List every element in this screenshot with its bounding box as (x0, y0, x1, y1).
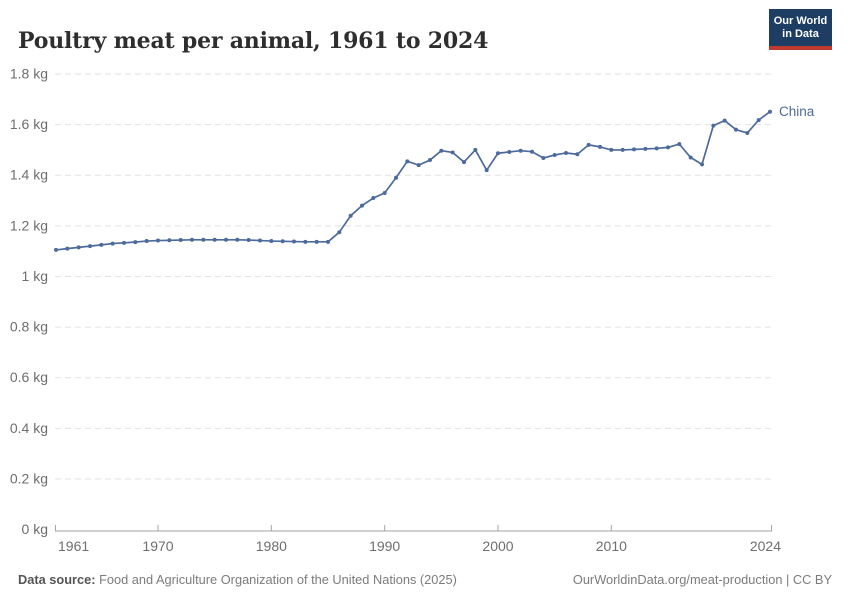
data-point-1993[interactable] (416, 163, 421, 168)
data-point-1976[interactable] (224, 237, 228, 242)
data-point-1970[interactable] (156, 238, 160, 243)
data-point-1975[interactable] (212, 237, 217, 242)
data-point-2006[interactable] (564, 150, 568, 155)
data-point-1981[interactable] (280, 239, 285, 244)
data-point-1977[interactable] (235, 237, 240, 242)
data-point-1961[interactable] (54, 247, 58, 252)
data-source-text: Food and Agriculture Organization of the… (95, 572, 457, 587)
data-point-2016[interactable] (677, 142, 682, 147)
footer: Data source: Food and Agriculture Organi… (18, 572, 832, 587)
owid-logo[interactable]: Our World in Data (769, 9, 832, 50)
data-point-2001[interactable] (507, 149, 512, 154)
data-point-1995[interactable] (439, 148, 444, 153)
x-axis-tick-label: 2000 (482, 538, 513, 554)
data-point-2024[interactable] (768, 109, 772, 114)
data-point-1988[interactable] (360, 203, 364, 208)
x-axis-tick-label: 2024 (750, 538, 781, 554)
data-point-1963[interactable] (76, 245, 81, 250)
data-point-1974[interactable] (201, 237, 206, 242)
y-axis-tick-label: 1.8 kg (10, 66, 48, 82)
y-axis-tick-label: 1.4 kg (10, 167, 48, 183)
data-point-2014[interactable] (654, 146, 659, 151)
data-point-2017[interactable] (688, 155, 693, 160)
owid-logo-line2: in Data (782, 28, 819, 40)
data-source-label: Data source: (18, 572, 96, 587)
data-point-1996[interactable] (450, 150, 455, 155)
data-point-2019[interactable] (711, 123, 716, 128)
data-point-1973[interactable] (190, 237, 194, 242)
x-axis-tick-label: 1980 (256, 538, 287, 554)
data-source-note: Data source: Food and Agriculture Organi… (18, 572, 457, 587)
data-point-2002[interactable] (518, 148, 523, 153)
data-point-1994[interactable] (428, 158, 432, 163)
owid-citation-link[interactable]: OurWorldinData.org/meat-production | CC … (572, 572, 832, 587)
data-point-1972[interactable] (178, 238, 183, 243)
data-point-2023[interactable] (756, 118, 761, 123)
data-point-2022[interactable] (745, 130, 750, 135)
y-axis-tick-label: 0.6 kg (10, 369, 48, 385)
data-point-1968[interactable] (133, 240, 138, 245)
data-point-2021[interactable] (734, 127, 738, 132)
owid-logo-line1: Our World (773, 15, 828, 27)
data-point-2009[interactable] (598, 144, 602, 149)
data-point-1971[interactable] (167, 238, 172, 243)
data-point-1962[interactable] (65, 246, 70, 251)
data-point-2004[interactable] (541, 156, 546, 161)
y-axis-tick-label: 1.2 kg (10, 217, 48, 233)
x-axis-tick-label: 1970 (142, 538, 173, 554)
data-point-1982[interactable] (292, 239, 296, 244)
y-axis-tick-label: 1 kg (22, 268, 48, 284)
data-point-2015[interactable] (666, 145, 670, 150)
data-point-1999[interactable] (484, 168, 489, 173)
data-point-2010[interactable] (609, 147, 614, 152)
y-axis-tick-label: 0 kg (22, 521, 48, 537)
page-title: Poultry meat per animal, 1961 to 2024 (18, 27, 489, 54)
data-point-1997[interactable] (462, 160, 466, 165)
data-point-1990[interactable] (382, 190, 387, 195)
data-point-2003[interactable] (530, 149, 534, 154)
data-point-1969[interactable] (144, 239, 149, 244)
data-point-1987[interactable] (348, 213, 353, 218)
data-point-1989[interactable] (371, 196, 376, 201)
data-point-1979[interactable] (258, 238, 262, 243)
y-axis-tick-label: 0.2 kg (10, 470, 48, 486)
data-point-2018[interactable] (700, 162, 704, 167)
data-point-1983[interactable] (303, 239, 308, 244)
data-point-1991[interactable] (394, 175, 398, 180)
data-point-2011[interactable] (620, 147, 625, 152)
data-point-1967[interactable] (122, 240, 126, 245)
data-point-2013[interactable] (643, 146, 648, 151)
data-point-2007[interactable] (575, 152, 580, 157)
data-point-2008[interactable] (586, 142, 591, 147)
data-point-1992[interactable] (405, 159, 410, 164)
data-point-2005[interactable] (552, 152, 557, 157)
x-axis-tick-label: 1990 (369, 538, 400, 554)
data-point-2000[interactable] (496, 151, 500, 156)
data-point-1966[interactable] (110, 241, 115, 246)
y-axis-tick-label: 0.4 kg (10, 420, 48, 436)
data-point-1984[interactable] (314, 239, 319, 244)
line-series-china[interactable] (55, 110, 771, 251)
data-point-2020[interactable] (722, 118, 727, 123)
data-point-2012[interactable] (632, 147, 636, 152)
data-point-1986[interactable] (337, 230, 342, 235)
data-point-1964[interactable] (88, 244, 92, 249)
data-point-1978[interactable] (246, 238, 251, 243)
data-point-1985[interactable] (326, 239, 330, 244)
data-point-1998[interactable] (473, 147, 478, 152)
entity-label-china[interactable]: China (779, 104, 815, 119)
x-axis-tick-label: 2010 (596, 538, 627, 554)
y-axis-tick-label: 1.6 kg (10, 116, 48, 132)
x-axis-tick-label: 1961 (58, 538, 89, 554)
y-axis-tick-label: 0.8 kg (10, 319, 48, 335)
data-point-1980[interactable] (269, 239, 274, 244)
data-point-1965[interactable] (99, 242, 104, 247)
